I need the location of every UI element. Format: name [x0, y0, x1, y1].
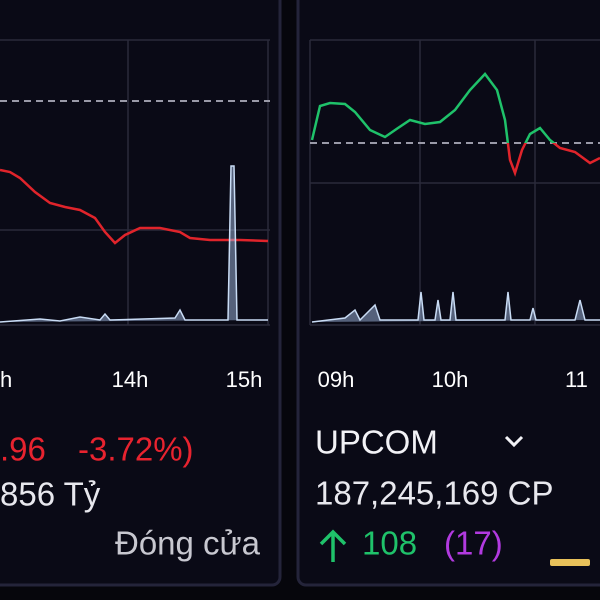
volume-bars: [0, 165, 268, 323]
volume: 187,245,169 CP: [315, 475, 554, 512]
x-tick-label: 14h: [112, 367, 149, 392]
change-percent: -3.72%): [78, 431, 194, 468]
advances: 108: [362, 525, 417, 562]
status: Đóng cửa: [115, 525, 261, 562]
x-tick-label: 11: [565, 367, 588, 392]
dropdown-chevron[interactable]: [504, 435, 524, 448]
x-tick-label: 09h: [318, 367, 355, 392]
x-tick-label: h: [0, 367, 12, 392]
volume-bars: [311, 291, 600, 323]
price-line: [0, 168, 269, 245]
x-tick-label: 10h: [432, 367, 469, 392]
left-chart: [0, 39, 270, 326]
price-line-up: [310, 72, 556, 143]
left-panel[interactable]: [0, 0, 282, 587]
right-chart: [309, 39, 600, 326]
up-arrow-icon: [319, 529, 347, 562]
x-tick-label: 15h: [226, 367, 263, 392]
volume: 856 Tỷ: [0, 476, 101, 513]
flat-indicator-icon: [550, 559, 590, 566]
unchanged: (17): [444, 525, 503, 562]
change: .96: [0, 431, 46, 468]
index-name[interactable]: UPCOM: [315, 424, 438, 461]
